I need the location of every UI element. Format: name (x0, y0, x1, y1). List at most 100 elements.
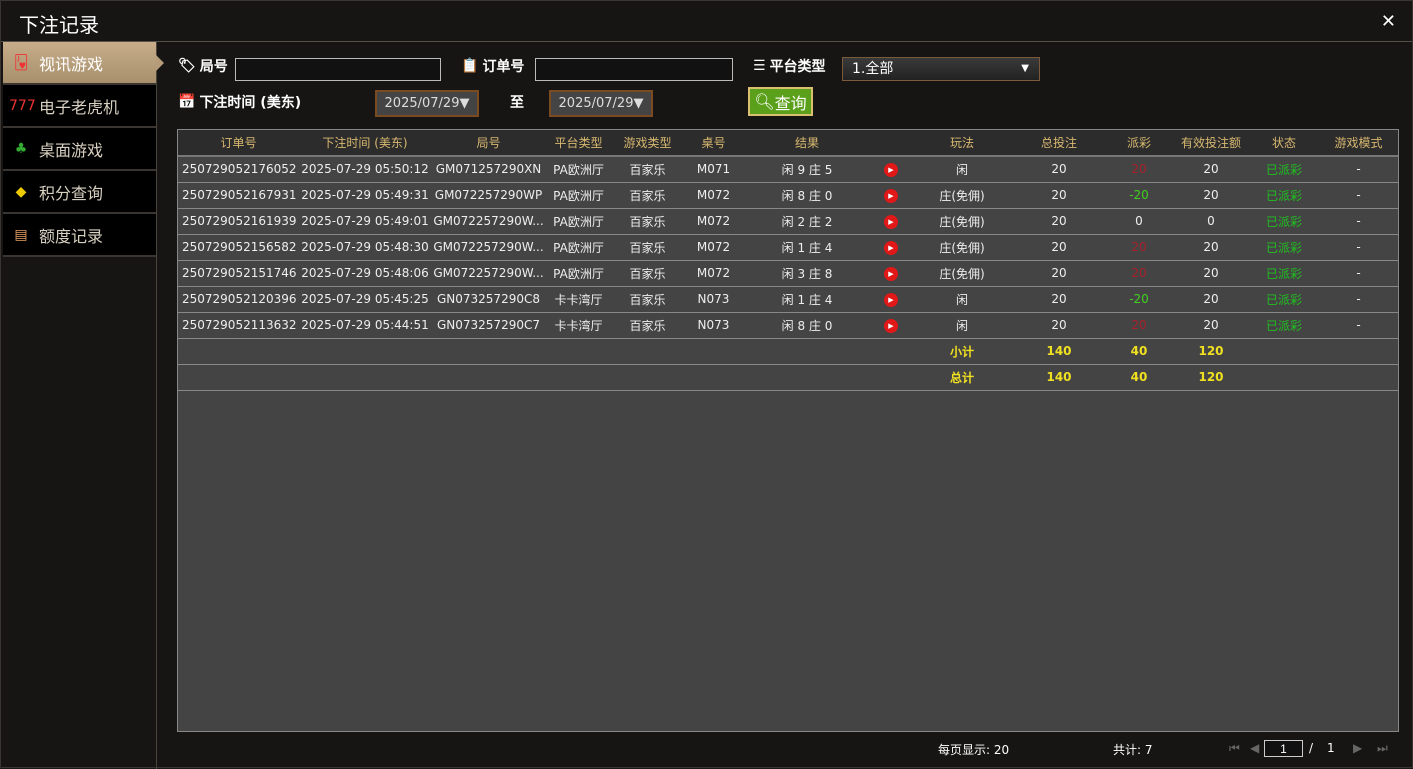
sidebar-item-0[interactable]: 🂻 视讯游戏 (3, 42, 164, 85)
dropdown-arrow-icon: ▼ (1021, 63, 1029, 74)
cell: 250729052156582 (178, 234, 299, 261)
cell: 百家乐 (611, 260, 684, 287)
table-row: 250729052120396 2025-07-29 05:45:25 GN0732… (178, 286, 1398, 313)
total-pages: 1 (1327, 741, 1335, 755)
replay-play-icon[interactable]: ▶ (871, 182, 911, 209)
cell: 已派彩 (1249, 312, 1319, 339)
platform-select[interactable]: 1.全部 ▼ (842, 57, 1040, 81)
cell: N073 (684, 286, 743, 313)
cell: GN073257290C7 (431, 312, 546, 339)
total-count-text: 共计: 7 (1113, 743, 1153, 757)
cell: M072 (684, 182, 743, 209)
date-to-picker[interactable]: 2025/07/29▼ (549, 90, 653, 117)
date-from-picker[interactable]: 2025/07/29▼ (375, 90, 479, 117)
cell: 百家乐 (611, 312, 684, 339)
cell: 20 (1105, 156, 1173, 183)
cell: M072 (684, 234, 743, 261)
clipboard-icon: 📋 (461, 58, 479, 74)
replay-play-icon[interactable]: ▶ (871, 260, 911, 287)
table-row: 250729052176052 2025-07-29 05:50:12 GM0712… (178, 156, 1398, 183)
sidebar-item-1[interactable]: 777 电子老虎机 (3, 85, 156, 128)
cell: 百家乐 (611, 234, 684, 261)
cell: 闲 8 庄 0 (743, 182, 871, 209)
document-icon: ▤ (14, 226, 28, 243)
play-icon[interactable]: ▶ (884, 215, 898, 229)
cell: 庄(免佣) (911, 208, 1013, 235)
cell: 百家乐 (611, 156, 684, 183)
per-page-text: 每页显示: 20 (938, 743, 1010, 757)
cell: 20 (1013, 156, 1105, 183)
round-input[interactable] (235, 58, 441, 81)
sidebar-item-2[interactable]: ♣ 桌面游戏 (3, 128, 156, 171)
cell: -20 (1105, 182, 1173, 209)
column-header: 下注时间 (美东) (299, 130, 431, 157)
prev-page-icon[interactable]: ◀ (1250, 741, 1260, 755)
cell: 20 (1013, 260, 1105, 287)
column-header: 游戏类型 (611, 130, 684, 157)
page-input[interactable] (1264, 740, 1303, 757)
cell: PA欧洲厅 (546, 156, 611, 183)
cell: 20 (1173, 182, 1249, 209)
cell: 已派彩 (1249, 286, 1319, 313)
subtotal-payout: 40 (1105, 338, 1173, 365)
sidebar-item-4[interactable]: ▤ 额度记录 (3, 214, 156, 257)
cell: 250729052120396 (178, 286, 299, 313)
table-row: 250729052151746 2025-07-29 05:48:06 GM0722… (178, 260, 1398, 287)
column-header: 总投注 (1013, 130, 1105, 157)
order-input[interactable] (535, 58, 733, 81)
cell: 20 (1173, 156, 1249, 183)
cell: 已派彩 (1249, 182, 1319, 209)
sidebar-item-3[interactable]: ◆ 积分查询 (3, 171, 156, 214)
window-title: 下注记录 (19, 13, 99, 37)
replay-play-icon[interactable]: ▶ (871, 234, 911, 261)
platform-selected-value: 1.全部 (852, 61, 894, 77)
cell: 闲 9 庄 5 (743, 156, 871, 183)
replay-play-icon[interactable]: ▶ (871, 312, 911, 339)
play-icon[interactable]: ▶ (884, 293, 898, 307)
replay-play-icon[interactable]: ▶ (871, 208, 911, 235)
column-header: 玩法 (911, 130, 1013, 157)
sidebar-item-label: 桌面游戏 (39, 140, 104, 160)
platform-label: ☰ 平台类型 (753, 56, 826, 76)
cell: 20 (1013, 312, 1105, 339)
cell: 百家乐 (611, 182, 684, 209)
query-button[interactable]: 🔍︎ 查询 (748, 87, 813, 116)
close-icon[interactable]: ✕ (1380, 11, 1396, 32)
replay-play-icon[interactable]: ▶ (871, 286, 911, 313)
cell: 20 (1173, 286, 1249, 313)
column-header: 局号 (431, 130, 546, 157)
play-icon[interactable]: ▶ (884, 163, 898, 178)
play-icon[interactable]: ▶ (884, 189, 898, 203)
play-icon[interactable]: ▶ (884, 319, 898, 333)
cell: 闲 8 庄 0 (743, 312, 871, 339)
cell: 20 (1105, 312, 1173, 339)
column-header: 有效投注额 (1173, 130, 1249, 157)
first-page-icon[interactable]: ⏮ (1229, 741, 1240, 755)
cell: 20 (1013, 182, 1105, 209)
sidebar-item-label: 额度记录 (39, 226, 104, 246)
play-icon[interactable]: ▶ (884, 267, 898, 281)
column-header: 结果 (743, 130, 871, 157)
cell: - (1319, 286, 1398, 313)
casino-chips-icon: ♣ (14, 140, 28, 157)
cell: 2025-07-29 05:48:06 (299, 260, 431, 287)
last-page-icon[interactable]: ⏭ (1377, 741, 1388, 755)
cell: PA欧洲厅 (546, 260, 611, 287)
cell: GM072257290W... (431, 234, 546, 261)
cell: GM072257290W... (431, 260, 546, 287)
to-label: 至 (510, 95, 524, 111)
subtotal-valid_bet: 120 (1173, 338, 1249, 365)
table-row: 250729052113632 2025-07-29 05:44:51 GN0732… (178, 312, 1398, 339)
cell: 已派彩 (1249, 208, 1319, 235)
replay-play-icon[interactable]: ▶ (871, 156, 911, 183)
total-valid_bet: 120 (1173, 364, 1249, 391)
column-header: 派彩 (1105, 130, 1173, 157)
cell: - (1319, 208, 1398, 235)
cell: GM071257290XN (431, 156, 546, 183)
next-page-icon[interactable]: ▶ (1353, 741, 1363, 755)
tag-icon: 🏷 (178, 58, 196, 74)
cell: 20 (1013, 286, 1105, 313)
cell: 闲 (911, 312, 1013, 339)
cell: 已派彩 (1249, 234, 1319, 261)
play-icon[interactable]: ▶ (884, 241, 898, 255)
